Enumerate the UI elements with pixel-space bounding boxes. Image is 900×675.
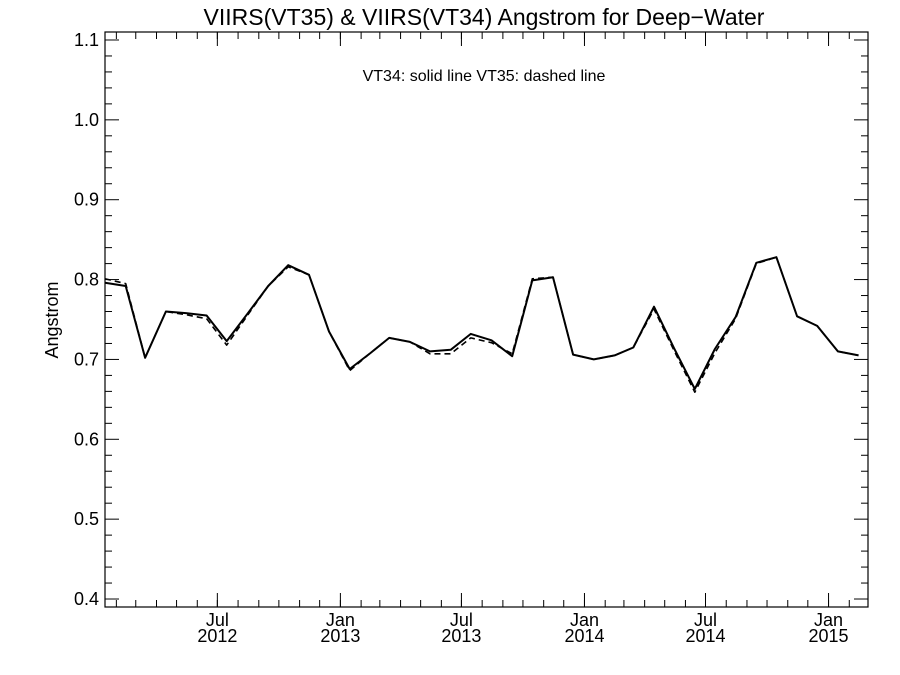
- x-tick-month-label: Jan: [814, 610, 843, 630]
- y-tick-label: 0.6: [74, 429, 99, 449]
- chart-title: VIIRS(VT35) & VIIRS(VT34) Angstrom for D…: [204, 4, 765, 30]
- y-tick-label: 0.9: [74, 190, 99, 210]
- x-tick-month-label: Jul: [206, 610, 229, 630]
- y-axis-title: Angstrom: [42, 281, 62, 358]
- x-tick-month-label: Jan: [326, 610, 355, 630]
- y-tick-label: 0.7: [74, 349, 99, 369]
- y-tick-label: 1.1: [74, 30, 99, 50]
- y-tick-label: 1.0: [74, 110, 99, 130]
- x-axis-ticks: Jul2012Jan2013Jul2013Jan2014Jul2014Jan20…: [115, 32, 869, 646]
- y-tick-label: 0.5: [74, 509, 99, 529]
- plot-frame: [104, 31, 869, 608]
- x-tick-year-label: 2014: [685, 626, 725, 646]
- x-tick-month-label: Jul: [450, 610, 473, 630]
- y-axis-ticks: 0.4 0.5 0.6 0.7 0.8 0.9 1.0 1.1: [74, 30, 868, 609]
- series-layer: [104, 256, 859, 394]
- x-tick-year-label: 2012: [197, 626, 237, 646]
- y-tick-label: 0.4: [74, 589, 99, 609]
- x-tick-year-label: 2015: [809, 626, 849, 646]
- series-line-vt34: [104, 256, 859, 390]
- x-tick-year-label: 2013: [441, 626, 481, 646]
- x-tick-month-label: Jan: [570, 610, 599, 630]
- x-tick-month-label: Jul: [694, 610, 717, 630]
- x-tick-year-label: 2014: [564, 626, 604, 646]
- series-line-vt35: [104, 256, 859, 394]
- y-axis-label: Angstrom: [42, 281, 62, 358]
- y-tick-label: 0.8: [74, 270, 99, 290]
- line-style-annotation: VT34: solid line VT35: dashed line: [363, 68, 606, 85]
- x-tick-year-label: 2013: [320, 626, 360, 646]
